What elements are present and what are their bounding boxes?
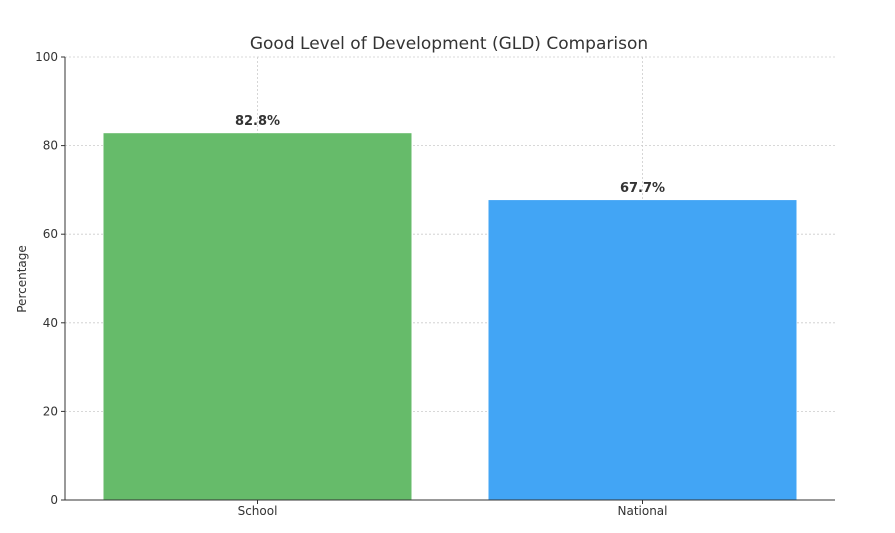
data-label: 82.8% bbox=[235, 114, 280, 129]
bar-national bbox=[488, 200, 797, 501]
label-layer: 0 20 40 60 80 100 School 82.8% National 67.7% bbox=[35, 50, 667, 518]
x-tick-label: National bbox=[617, 504, 667, 518]
y-tick-label: 40 bbox=[43, 316, 58, 330]
y-tick-label: 80 bbox=[43, 139, 58, 153]
y-tick-label: 20 bbox=[43, 404, 58, 418]
bar-layer bbox=[103, 133, 797, 501]
axis-layer bbox=[61, 56, 835, 504]
x-tick-label: School bbox=[238, 504, 278, 518]
y-tick-label: 60 bbox=[43, 227, 58, 241]
data-label: 67.7% bbox=[620, 181, 665, 196]
y-tick-label: 0 bbox=[50, 493, 58, 507]
bar-school bbox=[103, 133, 412, 501]
y-axis-label: Percentage bbox=[15, 245, 29, 313]
chart-title: Good Level of Development (GLD) Comparis… bbox=[250, 34, 648, 54]
y-tick-label: 100 bbox=[35, 50, 58, 64]
